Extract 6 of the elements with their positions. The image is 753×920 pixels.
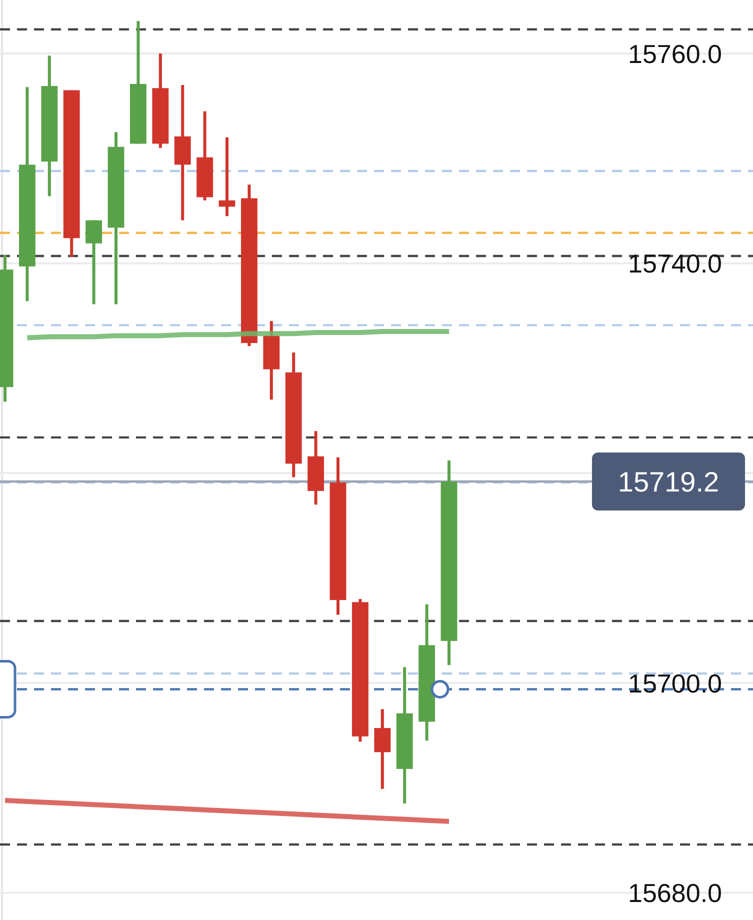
ref-line-label: 15719.2 <box>618 466 720 498</box>
candlestick <box>86 220 102 304</box>
y-tick-label: 15760.0 <box>628 38 722 69</box>
candlestick <box>218 137 236 216</box>
y-tick-label: 15680.0 <box>628 878 722 908</box>
y-tick-label: 15740.0 <box>628 248 722 279</box>
